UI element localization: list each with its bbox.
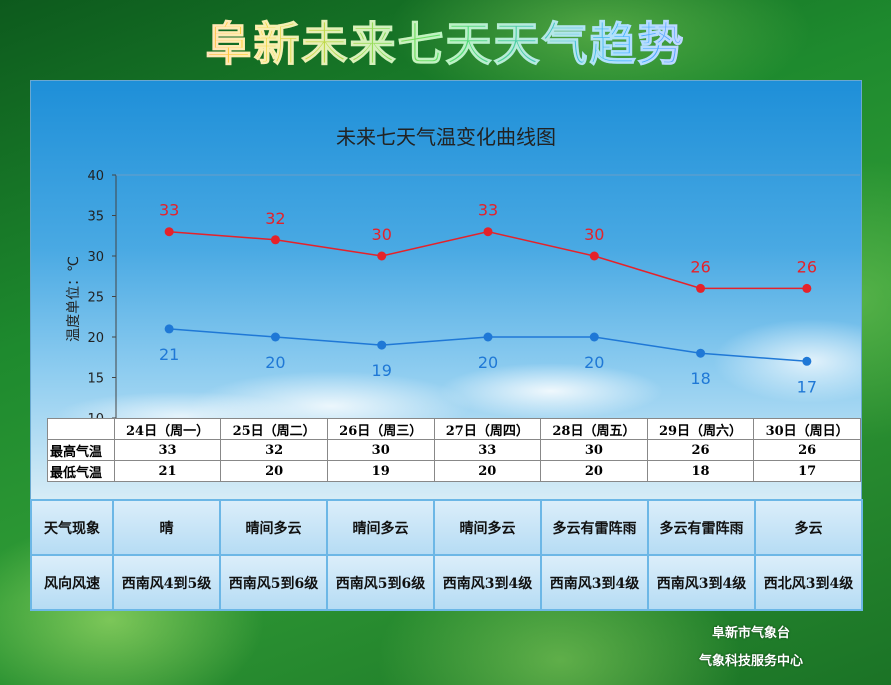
y-tick-label: 35 xyxy=(87,210,104,225)
y-tick-label: 15 xyxy=(87,372,104,387)
high-temp-cell: 32 xyxy=(220,439,328,461)
row-label-low: 最低气温 xyxy=(47,460,115,482)
data-label: 19 xyxy=(372,361,392,380)
low-temp-cell: 18 xyxy=(646,460,755,482)
high-temp-cell: 26 xyxy=(753,439,861,461)
wind-row: 风向风速 西南风4到5级 西南风5到6级 西南风5到6级 西南风3到4级 西南风3到4级… xyxy=(30,554,863,611)
high-temp-cell: 30 xyxy=(326,439,435,461)
data-point xyxy=(802,356,812,366)
wind-cell: 西南风3到4级 xyxy=(540,554,649,611)
data-point xyxy=(164,227,174,237)
weather-row: 天气现象 晴晴间多云 晴间多云 晴间多云 多云有雷阵雨 多云有雷阵雨 多云 xyxy=(30,499,863,556)
high-temp-cell: 30 xyxy=(540,439,648,461)
data-point xyxy=(589,251,599,261)
data-point xyxy=(270,235,280,245)
category-cell: 29日（周六） xyxy=(646,418,755,440)
data-label: 18 xyxy=(690,369,710,388)
chart-data-table: 24日（周一） 25日（周二） 26日（周三） 27日（周四） 28日（周五） 29日（周… xyxy=(47,418,861,482)
data-label: 30 xyxy=(372,225,392,244)
wind-cell: 西南风3到4级 xyxy=(647,554,756,611)
y-tick-label: 20 xyxy=(87,331,104,346)
wind-cell: 西南风5到6级 xyxy=(326,554,435,611)
y-tick-label: 30 xyxy=(87,250,104,265)
data-label: 33 xyxy=(159,201,179,220)
weather-cell: 晴间多云 xyxy=(326,499,435,556)
wind-cell: 西南风4到5级 xyxy=(112,554,221,611)
category-cell: 25日（周二） xyxy=(220,418,328,440)
low-temp-row: 最低气温 21 20 19 20 20 18 17 xyxy=(47,460,861,482)
category-cell: 30日（周日） xyxy=(753,418,861,440)
weather-cell: 多云有雷阵雨 xyxy=(647,499,756,556)
chart-title: 未来七天气温变化曲线图 xyxy=(336,125,556,149)
data-point xyxy=(696,348,706,358)
data-point xyxy=(377,251,387,261)
wind-cell: 西北风3到4级 xyxy=(754,554,863,611)
data-label: 26 xyxy=(797,257,817,276)
y-tick-label: 40 xyxy=(87,169,104,184)
wind-cell: 西南风5到6级 xyxy=(219,554,328,611)
data-label: 26 xyxy=(690,257,710,276)
series-line-high xyxy=(169,230,807,290)
low-temp-cell: 19 xyxy=(326,460,435,482)
forecast-info-table: 天气现象 晴晴间多云 晴间多云 晴间多云 多云有雷阵雨 多云有雷阵雨 多云 风向风速 西南… xyxy=(30,499,863,611)
data-label: 20 xyxy=(478,353,498,372)
footer: 阜新市气象台 气象科技服务中心 xyxy=(651,620,851,676)
low-temp-cell: 17 xyxy=(753,460,861,482)
wind-label: 风向风速 xyxy=(30,554,114,611)
data-label: 20 xyxy=(584,353,604,372)
low-temp-cell: 20 xyxy=(220,460,328,482)
category-cell: 26日（周三） xyxy=(326,418,435,440)
chart-panel: 未来七天气温变化曲线图10152025303540温度单位：℃333230333… xyxy=(30,80,862,500)
data-point xyxy=(164,324,174,334)
weather-cell: 晴间多云 xyxy=(219,499,328,556)
data-point xyxy=(483,332,493,342)
weather-label: 天气现象 xyxy=(30,499,114,556)
row-label-high: 最高气温 xyxy=(47,439,115,461)
data-label: 30 xyxy=(584,225,604,244)
data-point xyxy=(696,283,706,293)
data-point xyxy=(270,332,280,342)
weather-cell: 晴 xyxy=(112,499,221,556)
footer-org: 阜新市气象台 xyxy=(711,626,790,641)
weather-cell: 多云 xyxy=(754,499,863,556)
footer-dept: 气象科技服务中心 xyxy=(698,654,803,669)
data-point xyxy=(377,340,387,350)
weather-cell: 晴间多云 xyxy=(433,499,542,556)
high-temp-row: 最高气温 33 32 30 33 30 26 26 xyxy=(47,439,861,461)
low-temp-cell: 20 xyxy=(433,460,542,482)
data-label: 20 xyxy=(265,353,285,372)
table-corner xyxy=(47,418,115,440)
category-cell: 27日（周四） xyxy=(433,418,542,440)
data-point xyxy=(483,227,493,237)
high-temp-cell: 33 xyxy=(113,439,222,461)
low-temp-cell: 21 xyxy=(113,460,222,482)
y-axis-label: 温度单位：℃ xyxy=(66,256,82,342)
high-temp-cell: 33 xyxy=(433,439,542,461)
data-label: 32 xyxy=(265,209,285,228)
wind-cell: 西南风3到4级 xyxy=(433,554,542,611)
data-label: 17 xyxy=(797,377,817,396)
category-cell: 24日（周一） xyxy=(113,418,222,440)
data-point xyxy=(589,332,599,342)
data-label: 21 xyxy=(159,345,179,364)
weather-cell: 多云有雷阵雨 xyxy=(540,499,649,556)
high-temp-cell: 26 xyxy=(646,439,755,461)
category-cell: 28日（周五） xyxy=(540,418,648,440)
data-point xyxy=(802,283,812,293)
category-row: 24日（周一） 25日（周二） 26日（周三） 27日（周四） 28日（周五） 29日（周… xyxy=(47,418,861,440)
y-tick-label: 25 xyxy=(87,291,104,306)
page-title: 阜新未来七天天气趋势 xyxy=(0,8,891,74)
low-temp-cell: 20 xyxy=(540,460,648,482)
data-label: 33 xyxy=(478,201,498,220)
temperature-chart: 未来七天气温变化曲线图10152025303540温度单位：℃333230333… xyxy=(66,125,860,427)
